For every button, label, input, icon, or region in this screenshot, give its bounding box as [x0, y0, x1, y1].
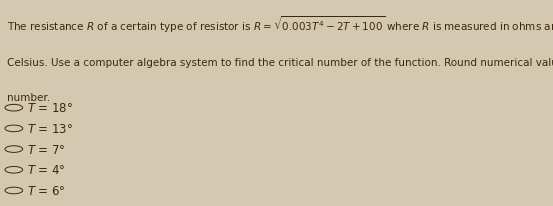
Text: number.: number. [7, 93, 50, 103]
Text: The resistance $\mathit{R}$ of a certain type of resistor is $\mathit{R}=\sqrt{0: The resistance $\mathit{R}$ of a certain… [7, 14, 553, 35]
Text: $\mathit{T}$ = 7°: $\mathit{T}$ = 7° [27, 143, 65, 156]
Text: $\mathit{T}$ = 6°: $\mathit{T}$ = 6° [27, 184, 65, 197]
Text: $\mathit{T}$ = 4°: $\mathit{T}$ = 4° [27, 164, 65, 176]
Text: $\mathit{T}$ = 18°: $\mathit{T}$ = 18° [27, 102, 73, 115]
Text: $\mathit{T}$ = 13°: $\mathit{T}$ = 13° [27, 122, 73, 135]
Text: Celsius. Use a computer algebra system to find the critical number of the functi: Celsius. Use a computer algebra system t… [7, 58, 553, 68]
